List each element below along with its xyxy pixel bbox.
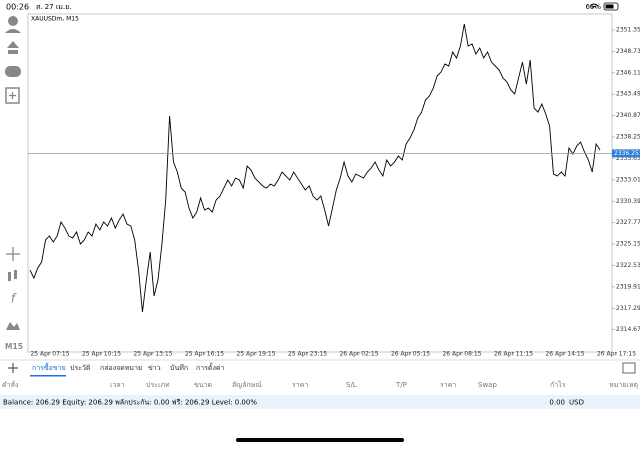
y-tick-label: 2351.350: [616, 27, 640, 34]
current-price-label: 2336.251: [614, 150, 640, 157]
y-tick-label: 2319.910: [616, 283, 640, 290]
column-header: กำไร: [550, 380, 566, 389]
x-tick-label: 25 Apr 07:15: [30, 351, 69, 358]
y-tick-label: 2317.290: [616, 305, 640, 312]
candles-icon-2: [14, 270, 17, 279]
x-tick-label: 25 Apr 13:15: [133, 351, 172, 358]
y-tick-label: 2343.490: [616, 91, 640, 98]
chat-icon[interactable]: [5, 66, 21, 77]
x-tick-label: 26 Apr 17:15: [597, 351, 636, 358]
x-tick-label: 25 Apr 19:15: [236, 351, 275, 358]
x-tick-label: 26 Apr 08:15: [442, 351, 481, 358]
layout-button[interactable]: [622, 362, 636, 374]
column-header: คำสั่ง: [2, 380, 18, 389]
chart-frame: [27, 13, 613, 353]
account-icon-body: [5, 29, 21, 33]
y-tick-label: 2346.110: [616, 69, 640, 76]
tab[interactable]: ประวัติ: [70, 364, 91, 372]
column-header: T/P: [395, 381, 407, 389]
price-line: [29, 23, 601, 313]
battery-level: [605, 4, 614, 9]
objects-icon[interactable]: [6, 322, 20, 330]
x-tick-label: 26 Apr 14:15: [545, 351, 584, 358]
column-header: ประเภท: [146, 381, 170, 389]
crosshair-icon[interactable]: [6, 247, 20, 261]
y-tick-label: 2348.730: [616, 48, 640, 55]
current-price-box: [612, 149, 640, 158]
column-header: ขนาด: [194, 381, 212, 389]
y-tick-label: 2322.530: [616, 262, 640, 269]
x-tick-label: 25 Apr 10:15: [82, 351, 121, 358]
column-header: S/L: [346, 381, 357, 389]
add-icon[interactable]: [5, 87, 20, 104]
column-header: Swap: [478, 381, 497, 389]
column-header: หมายเหตุ: [609, 381, 638, 389]
tab[interactable]: บันทึก: [170, 363, 188, 372]
x-tick-label: 26 Apr 11:15: [494, 351, 533, 358]
add-button[interactable]: [8, 363, 18, 373]
balance-bar: [0, 395, 640, 409]
y-tick-label: 2333.010: [616, 176, 640, 183]
tab[interactable]: ข่าว: [148, 364, 161, 372]
column-header: เวลา: [110, 381, 125, 389]
account-icon[interactable]: [8, 16, 18, 26]
y-tick-label: 2335.630: [616, 155, 640, 162]
timeframe[interactable]: M15: [5, 342, 23, 351]
balance-summary: Balance: 206.29 Equity: 206.29 พลักประกั…: [3, 399, 257, 407]
wifi-icon: [589, 3, 599, 8]
balance-profit: 0.00: [549, 399, 565, 407]
status-time: 00:26: [6, 3, 29, 12]
balance-currency: USD: [569, 399, 584, 407]
y-tick-label: 2327.770: [616, 219, 640, 226]
x-tick-label: 25 Apr 23:15: [288, 351, 327, 358]
y-tick-label: 2330.390: [616, 198, 640, 205]
tab[interactable]: การซื้อขาย: [32, 361, 66, 372]
column-header: ราคา: [292, 381, 308, 389]
y-tick-label: 2338.250: [616, 134, 640, 141]
candles-icon[interactable]: [8, 272, 11, 281]
home-indicator: [236, 438, 404, 442]
trade-icon[interactable]: [7, 41, 19, 54]
sidebar: f: [5, 16, 21, 330]
tab-underline: [30, 375, 66, 377]
tab[interactable]: กล่องจดหมาย: [100, 364, 142, 372]
battery-icon: [603, 2, 619, 11]
x-tick-label: 26 Apr 02:15: [339, 351, 378, 358]
column-header: สัญลักษณ์: [232, 381, 262, 389]
add-icon-plus: [9, 92, 16, 99]
column-header: ราคา: [440, 381, 456, 389]
x-tick-label: 26 Apr 05:15: [391, 351, 430, 358]
y-tick-label: 2340.870: [616, 112, 640, 119]
chart-symbol: XAUUSDm, M15: [31, 16, 79, 23]
indicator-icon[interactable]: f: [11, 292, 17, 306]
y-tick-label: 2325.150: [616, 241, 640, 248]
x-tick-label: 25 Apr 16:15: [185, 351, 224, 358]
tab[interactable]: การตั้งค่า: [196, 361, 225, 372]
y-tick-label: 2314.670: [616, 326, 640, 333]
status-date: ส. 27 เม.ย.: [36, 3, 71, 11]
